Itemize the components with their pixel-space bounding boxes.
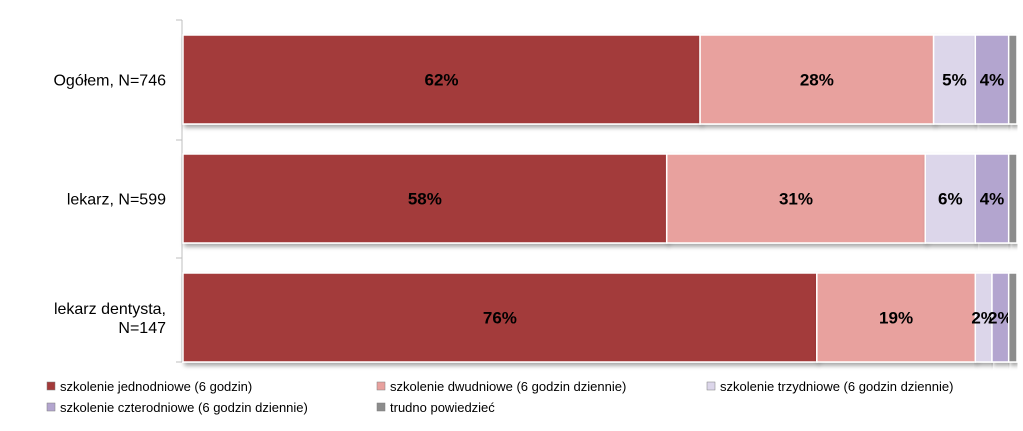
data-label: 4% bbox=[980, 71, 1005, 90]
data-label: 2% bbox=[971, 309, 996, 328]
legend-label: szkolenie trzydniowe (6 godzin dziennie) bbox=[720, 379, 953, 394]
bar-segment bbox=[182, 153, 668, 244]
bar-segment bbox=[816, 272, 977, 363]
legend-label: szkolenie czterodniowe (6 godzin dzienni… bbox=[60, 400, 308, 415]
bar-segment bbox=[1007, 272, 1018, 363]
legend-swatch bbox=[46, 381, 56, 391]
legend-swatch bbox=[46, 402, 56, 412]
bar-segment bbox=[932, 34, 977, 125]
data-label: 2% bbox=[988, 309, 1013, 328]
data-label: 4% bbox=[980, 190, 1005, 209]
legend-swatch bbox=[376, 381, 386, 391]
bar-segment bbox=[699, 34, 935, 125]
data-label: 62% bbox=[425, 71, 459, 90]
legend-swatch bbox=[376, 402, 386, 412]
category-label: lekarz dentysta, N=147 bbox=[54, 301, 166, 337]
legend-swatch bbox=[706, 381, 716, 391]
bar-segment bbox=[182, 34, 701, 125]
bar-segment bbox=[665, 153, 927, 244]
data-label: 58% bbox=[408, 190, 442, 209]
data-label: 6% bbox=[938, 190, 963, 209]
data-label: 5% bbox=[942, 71, 967, 90]
legend-item: szkolenie trzydniowe (6 godzin dziennie) bbox=[706, 379, 953, 394]
data-label: 76% bbox=[483, 309, 517, 328]
bar-segment bbox=[1007, 153, 1018, 244]
bar-segment bbox=[924, 153, 977, 244]
category-label: lekarz, N=599 bbox=[67, 192, 166, 209]
bar-segment bbox=[1007, 34, 1018, 125]
data-label: 19% bbox=[879, 309, 913, 328]
legend-item: szkolenie czterodniowe (6 godzin dzienni… bbox=[46, 400, 308, 415]
legend-item: szkolenie jednodniowe (6 godzin) bbox=[46, 379, 252, 394]
legend-item: trudno powiedzieć bbox=[376, 400, 495, 415]
bar-segment bbox=[182, 272, 818, 363]
legend-item: szkolenie dwudniowe (6 godzin dziennie) bbox=[376, 379, 626, 394]
legend-label: szkolenie jednodniowe (6 godzin) bbox=[60, 379, 252, 394]
legend-label: szkolenie dwudniowe (6 godzin dziennie) bbox=[390, 379, 626, 394]
data-label: 28% bbox=[800, 71, 834, 90]
legend-label: trudno powiedzieć bbox=[390, 400, 495, 415]
data-label: 31% bbox=[779, 190, 813, 209]
category-label: Ogółem, N=746 bbox=[53, 73, 166, 90]
